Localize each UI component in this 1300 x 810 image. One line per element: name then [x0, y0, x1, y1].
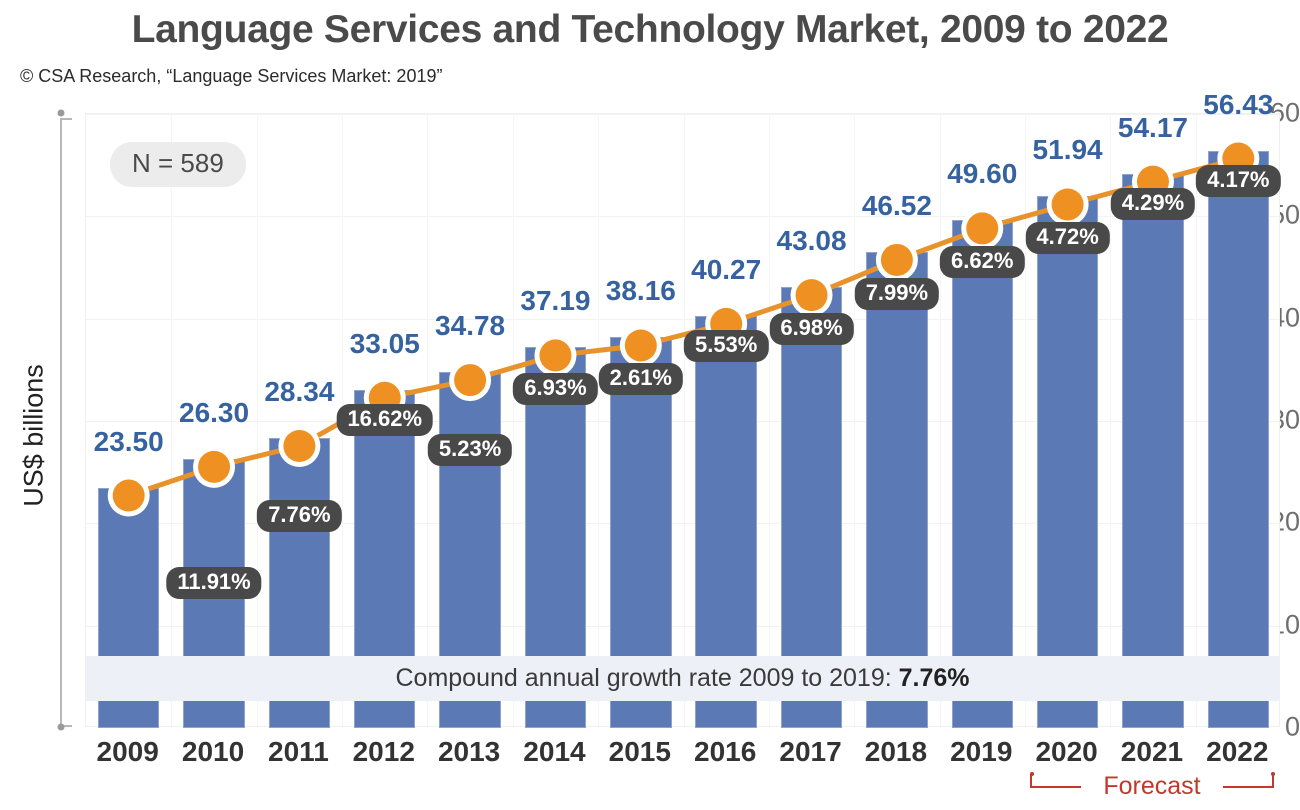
- x-tick-label[interactable]: 2013: [437, 736, 501, 767]
- x-tick-label[interactable]: 2011: [268, 736, 329, 767]
- bar-value-label: 49.60: [947, 158, 1018, 190]
- cagr-note-text: Compound annual growth rate 2009 to 2019…: [395, 664, 899, 693]
- growth-percent-label: 16.62%: [336, 403, 434, 436]
- forecast-bracket-left-end: [1029, 774, 1032, 788]
- x-tick-label[interactable]: 2015: [608, 736, 671, 767]
- bar-value-label: 33.05: [349, 327, 420, 359]
- vertical-gridline: [939, 114, 941, 726]
- growth-percent-label: 5.23%: [427, 434, 513, 467]
- growth-percent-label: 6.62%: [940, 246, 1025, 279]
- x-tick-label[interactable]: 2021: [1120, 736, 1184, 767]
- gridline: [86, 625, 1279, 627]
- growth-percent-label: 2.61%: [598, 363, 684, 396]
- bar-value-label: 51.94: [1032, 134, 1103, 166]
- gridline: [86, 114, 1279, 115]
- vertical-gridline: [1024, 114, 1026, 726]
- vertical-gridline: [171, 114, 173, 726]
- cagr-annotation: Compound annual growth rate 2009 to 2019…: [86, 664, 1279, 693]
- growth-percent-label: 7.99%: [854, 277, 940, 310]
- cagr-band: [86, 656, 1279, 702]
- bar-value-label: 28.34: [264, 375, 335, 407]
- growth-percent-label: 7.76%: [257, 499, 342, 532]
- vertical-gridline: [598, 114, 600, 726]
- forecast-bracket: Forecast: [1029, 772, 1275, 804]
- plot-area: Compound annual growth rate 2009 to 2019…: [85, 89, 1281, 728]
- y-axis-endpoint-dot: [57, 109, 65, 117]
- vertical-gridline: [256, 114, 258, 726]
- gridline: [86, 523, 1279, 525]
- bar-value-label: 56.43: [1203, 88, 1274, 120]
- bar-value-label: 40.27: [691, 253, 762, 285]
- sample-size-badge: N = 589: [110, 142, 246, 187]
- x-tick-label[interactable]: 2016: [694, 736, 757, 767]
- x-tick-label[interactable]: 2019: [950, 736, 1013, 767]
- growth-percent-label: 4.17%: [1196, 164, 1281, 197]
- bar-value-label: 26.30: [178, 396, 250, 428]
- y-axis-endpoint-dot: [57, 723, 65, 731]
- forecast-bracket-left-dot: [1029, 772, 1034, 776]
- gridline: [86, 216, 1279, 218]
- gridline: [86, 421, 1279, 422]
- bar[interactable]: [1036, 196, 1099, 728]
- bar-value-label: 43.08: [776, 225, 847, 257]
- chart-source-subtitle: © CSA Research, “Language Services Marke…: [20, 66, 443, 86]
- gridline: [86, 318, 1279, 320]
- vertical-gridline: [854, 114, 856, 726]
- forecast-label: Forecast: [1103, 772, 1201, 800]
- growth-percent-label: 5.53%: [683, 329, 769, 362]
- forecast-bracket-right-line: [1222, 786, 1272, 788]
- vertical-gridline: [1195, 114, 1197, 726]
- x-tick-label[interactable]: 2014: [523, 736, 586, 767]
- bar-value-label: 38.16: [605, 275, 676, 307]
- bar-value-label: 37.19: [520, 285, 591, 317]
- y-axis-bottom-cap: [60, 725, 72, 727]
- growth-percent-label: 4.72%: [1025, 222, 1110, 255]
- growth-percent-label: 6.93%: [513, 373, 598, 406]
- bar-value-label: 34.78: [435, 310, 506, 342]
- forecast-bracket-left-line: [1029, 786, 1081, 788]
- bar-value-label: 46.52: [861, 189, 932, 221]
- cagr-note-value: 7.76%: [898, 664, 970, 693]
- vertical-gridline: [512, 114, 514, 726]
- y-axis-top-cap: [60, 118, 72, 120]
- x-tick-label[interactable]: 2010: [181, 736, 245, 767]
- x-tick-label[interactable]: 2022: [1206, 736, 1269, 767]
- vertical-gridline: [768, 114, 770, 726]
- x-tick-label[interactable]: 2009: [96, 736, 159, 767]
- bar-value-label: 23.50: [93, 425, 164, 457]
- growth-percent-label: 11.91%: [166, 566, 262, 599]
- bar[interactable]: [1122, 173, 1184, 728]
- growth-percent-label: 4.29%: [1110, 187, 1196, 220]
- x-tick-label[interactable]: 2012: [352, 736, 415, 767]
- growth-percent-label: 6.98%: [769, 313, 854, 346]
- page-title: Language Services and Technology Market,…: [131, 8, 1169, 51]
- forecast-bracket-right-dot: [1270, 772, 1275, 776]
- x-tick-label[interactable]: 2017: [779, 736, 842, 767]
- vertical-gridline: [683, 114, 685, 726]
- bar[interactable]: [951, 220, 1013, 728]
- y-axis-line: [60, 118, 62, 727]
- y-axis-title: US$ billions: [18, 364, 49, 507]
- forecast-bracket-right-end: [1271, 774, 1274, 788]
- x-tick-label[interactable]: 2018: [864, 736, 928, 767]
- bar[interactable]: [1207, 150, 1270, 728]
- bar-value-label: 54.17: [1117, 111, 1188, 143]
- y-tick-label: 0: [1284, 711, 1300, 742]
- x-tick-label[interactable]: 2020: [1035, 736, 1098, 767]
